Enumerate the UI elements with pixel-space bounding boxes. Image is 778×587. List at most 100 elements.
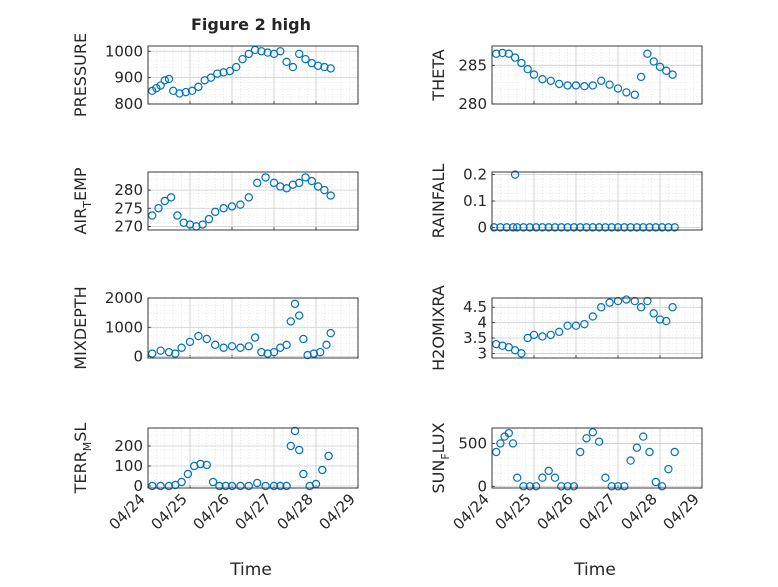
data-point (645, 447, 654, 457)
data-point (175, 89, 184, 98)
x-tick-label: 04/26 (534, 490, 577, 533)
y-axis-label: H2OMIXRA (429, 285, 448, 371)
data-point (607, 482, 616, 491)
data-point (594, 223, 604, 232)
data-point (668, 303, 677, 312)
data-point (309, 349, 319, 358)
data-point (489, 223, 499, 232)
data-point (219, 343, 228, 352)
data-point (571, 321, 581, 330)
data-point (238, 54, 247, 64)
data-point (639, 432, 648, 441)
axes-box (147, 297, 359, 359)
data-point (202, 334, 211, 344)
data-point (295, 49, 304, 59)
data-point (156, 81, 165, 90)
data-point (282, 481, 291, 491)
y-axis-label: THETA (429, 49, 448, 101)
data-point (580, 82, 589, 91)
data-point (607, 223, 616, 232)
data-point (210, 340, 220, 350)
data-point (318, 465, 327, 475)
data-point (525, 223, 535, 232)
data-point (657, 482, 667, 491)
data-point (601, 473, 610, 482)
data-point (504, 428, 513, 438)
axes-box (147, 171, 359, 231)
data-point (290, 426, 300, 436)
y-tick-label: 800 (114, 95, 143, 113)
data-point (208, 477, 218, 487)
y-tick-label: 100 (114, 457, 143, 475)
data-point (313, 61, 323, 70)
data-point (544, 223, 553, 232)
data-point (282, 184, 291, 193)
data-point (263, 349, 272, 358)
data-point (517, 349, 526, 358)
data-point (282, 340, 291, 350)
data-point (156, 481, 165, 491)
data-point (250, 333, 260, 342)
subplot-4: 0 1000 2000 MIXDEPTH (71, 286, 359, 370)
axes-box (147, 45, 359, 105)
data-point (508, 439, 518, 448)
data-point (269, 178, 279, 188)
data-point (605, 80, 614, 89)
x-tick-label: 04/27 (576, 490, 619, 533)
data-point (531, 482, 541, 491)
axes-box (147, 427, 359, 489)
data-point (231, 62, 241, 72)
y-tick-label: 3.5 (463, 329, 487, 347)
data-point (670, 447, 679, 457)
data-point (613, 84, 623, 93)
data-point (253, 178, 262, 188)
data-point (236, 481, 245, 491)
y-tick-label: 0 (477, 218, 487, 236)
y-tick-label: 1000 (105, 42, 143, 60)
data-point (571, 81, 581, 90)
data-point (236, 200, 245, 209)
y-tick-label: 0.1 (463, 192, 487, 210)
data-point (504, 49, 513, 58)
data-point (582, 223, 591, 232)
data-point (662, 316, 671, 326)
data-point (597, 303, 606, 312)
data-point (286, 317, 295, 326)
subplot-0: 800 900 1000 PRESSURE (71, 33, 359, 117)
data-point (316, 347, 325, 357)
data-point (649, 57, 658, 66)
data-point (286, 441, 295, 451)
data-point (301, 54, 310, 64)
data-point (198, 220, 207, 229)
data-point (290, 299, 300, 309)
y-tick-label: 0.2 (463, 166, 487, 184)
y-tick-label: 500 (458, 434, 487, 452)
data-point (651, 223, 661, 232)
data-point (166, 193, 176, 202)
data-point (244, 193, 253, 202)
x-tick-label: 04/29 (316, 490, 359, 533)
data-point (202, 460, 211, 470)
data-point (326, 64, 335, 73)
data-point (668, 70, 677, 79)
data-point (282, 57, 291, 67)
data-point (655, 315, 665, 324)
data-point (496, 439, 505, 448)
data-point (538, 75, 547, 84)
x-tick-label: 04/28 (274, 490, 317, 533)
data-point (538, 332, 547, 341)
y-tick-label: 275 (114, 199, 143, 217)
y-axis-label: PRESSURE (71, 33, 90, 117)
data-point (257, 47, 266, 56)
data-point (492, 447, 501, 457)
x-axis-label-right: Time (573, 560, 616, 580)
x-tick-label: 04/25 (492, 490, 535, 533)
data-point (496, 223, 505, 232)
data-point (620, 223, 629, 232)
y-axis-label: RAINFALL (429, 164, 448, 239)
y-axis-label: AIRTEMP (71, 167, 94, 234)
data-point (563, 321, 572, 330)
y-tick-label: 280 (458, 95, 487, 113)
data-point (657, 223, 667, 232)
data-point (626, 456, 635, 465)
